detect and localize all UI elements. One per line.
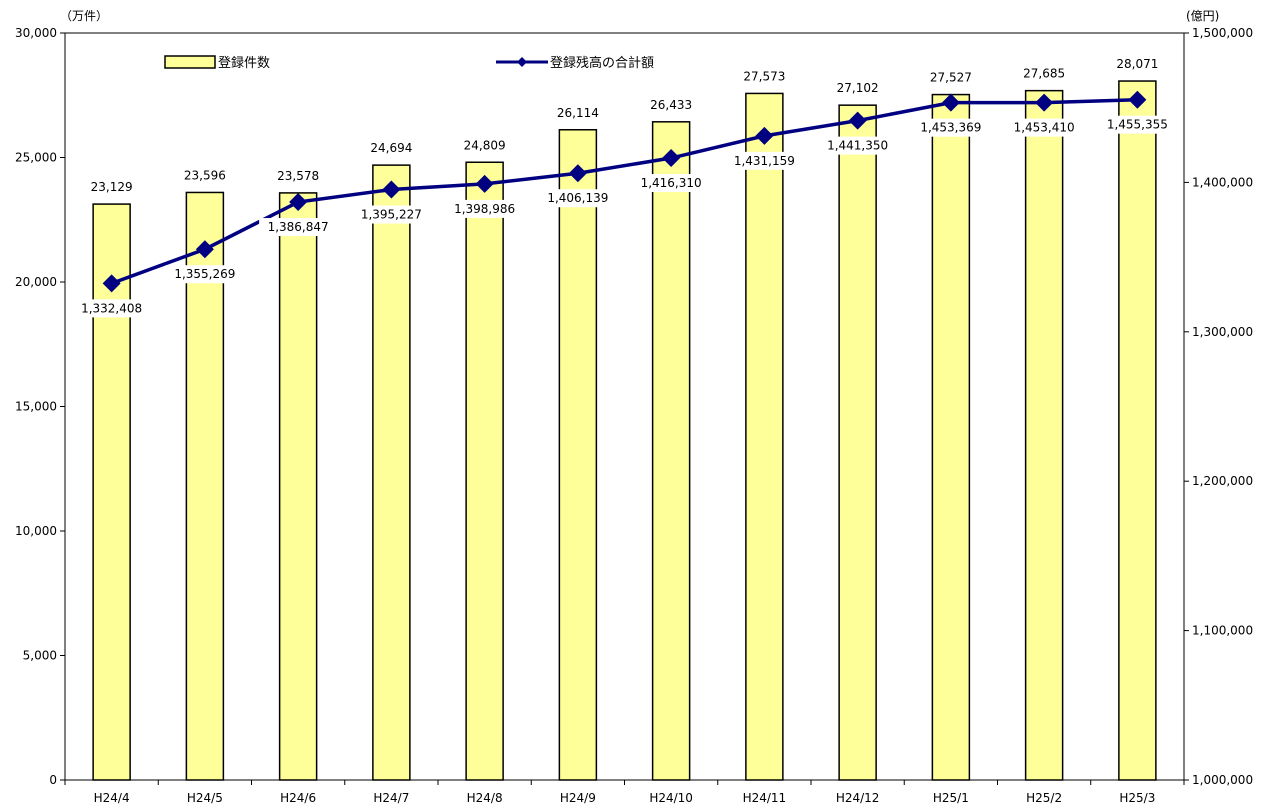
right-tick-label: 1,300,000: [1192, 325, 1253, 339]
bar-value-label: 23,129: [91, 180, 133, 194]
line-label-background: [632, 174, 711, 193]
data-labels: 23,129 23,596 23,578 24,694 24,809 26,114 26,4…: [72, 57, 1177, 318]
right-tick-label: 1,000,000: [1192, 773, 1253, 787]
line-value-label: 1,416,310: [641, 176, 702, 190]
x-tick-label: H25/2: [1026, 791, 1062, 805]
bar-value-label: 27,685: [1023, 67, 1065, 81]
line-value-label: 1,395,227: [361, 208, 422, 222]
x-tick-label: H24/8: [467, 791, 503, 805]
line-marker: [289, 193, 308, 212]
line-value-label: 1,453,369: [920, 121, 981, 135]
bar: [745, 92, 784, 781]
left-tick-label: 25,000: [15, 151, 57, 165]
bar: [372, 164, 411, 781]
bar-value-label: 23,596: [184, 168, 226, 182]
bar: [1118, 80, 1157, 781]
line-value-label: 1,453,410: [1014, 121, 1075, 135]
bar-series: [92, 80, 1157, 781]
bar-value-label: 28,071: [1116, 57, 1158, 71]
line-value-label: 1,431,159: [734, 154, 795, 168]
legend: 登録件数 登録残高の合計額: [164, 55, 654, 71]
line-value-label: 1,355,269: [174, 267, 235, 281]
bar-value-label: 24,694: [370, 141, 412, 155]
legend-bar-label: 登録件数: [218, 56, 270, 71]
line-marker: [568, 164, 587, 183]
bar: [185, 191, 225, 781]
x-tick-label: H24/12: [836, 791, 880, 805]
line-label-background: [1005, 118, 1084, 137]
line-marker: [848, 111, 867, 130]
bar-value-label: 26,433: [650, 98, 692, 112]
legend-line-marker: [517, 57, 527, 67]
line-value-label: 1,398,986: [454, 202, 515, 216]
line-label-background: [259, 218, 338, 237]
line-marker: [662, 149, 681, 168]
bar: [465, 161, 504, 781]
bar-value-label: 24,809: [464, 138, 506, 152]
left-tick-label: 30,000: [15, 26, 57, 40]
x-tick-label: H24/9: [560, 791, 596, 805]
bar-value-label: 27,573: [743, 69, 785, 83]
line-marker: [941, 93, 960, 112]
bar: [278, 192, 318, 781]
line-label-background: [538, 189, 617, 208]
line-label-background: [445, 199, 524, 218]
left-tick-label: 5,000: [23, 649, 57, 663]
bar: [1024, 89, 1064, 781]
bar: [651, 121, 691, 781]
x-tick-label: H24/5: [187, 791, 223, 805]
right-tick-label: 1,400,000: [1192, 175, 1253, 189]
bar-value-label: 26,114: [557, 106, 599, 120]
bar: [838, 104, 877, 781]
line-marker: [1128, 90, 1147, 109]
bar-value-label: 23,578: [277, 169, 319, 183]
bar: [931, 93, 971, 781]
legend-line-label: 登録残高の合計額: [550, 55, 654, 71]
x-tick-label: H25/1: [933, 791, 969, 805]
plot-frame: [64, 32, 1185, 781]
line-marker: [475, 174, 494, 193]
x-tick-label: H24/10: [649, 791, 693, 805]
x-tick-label: H24/4: [94, 791, 130, 805]
line-label-background: [72, 299, 151, 318]
line-marker: [102, 274, 121, 293]
line-value-label: 1,441,350: [827, 139, 888, 153]
line-path: [111, 97, 1138, 286]
line-label-background: [1098, 115, 1177, 134]
x-tick-label: H24/6: [280, 791, 316, 805]
line-label-background: [725, 151, 804, 170]
line-label-background: [818, 136, 897, 155]
line-value-label: 1,332,408: [81, 301, 142, 315]
line-label-background: [165, 265, 244, 284]
line-value-label: 1,386,847: [268, 220, 329, 234]
bar-value-label: 27,527: [930, 71, 972, 85]
x-tick-label: H25/3: [1119, 791, 1155, 805]
left-axis-unit: （万件）: [60, 9, 108, 23]
right-tick-label: 1,200,000: [1192, 474, 1253, 488]
line-marker: [382, 180, 401, 199]
left-tick-label: 0: [49, 773, 57, 787]
line-label-background: [352, 205, 431, 224]
bar: [558, 129, 598, 781]
line-marker: [1035, 93, 1054, 112]
line-series: [102, 90, 1147, 293]
line-value-label: 1,455,355: [1107, 118, 1168, 132]
x-tick-label: H24/11: [743, 791, 787, 805]
right-tick-label: 1,500,000: [1192, 26, 1253, 40]
x-tick-label: H24/7: [373, 791, 409, 805]
left-tick-label: 10,000: [15, 524, 57, 538]
right-axis-unit: (億円): [1186, 9, 1219, 23]
line-marker: [195, 240, 214, 259]
line-marker: [755, 126, 774, 145]
left-tick-label: 15,000: [15, 400, 57, 414]
right-tick-label: 1,100,000: [1192, 624, 1253, 638]
left-tick-label: 20,000: [15, 275, 57, 289]
legend-bar-swatch: [164, 55, 216, 69]
line-value-label: 1,406,139: [547, 191, 608, 205]
bar-value-label: 27,102: [837, 81, 879, 95]
axes: 0 5,000 10,000 15,000 20,000 25,000 30,000 1,00…: [15, 26, 1253, 805]
line-label-background: [911, 118, 990, 137]
